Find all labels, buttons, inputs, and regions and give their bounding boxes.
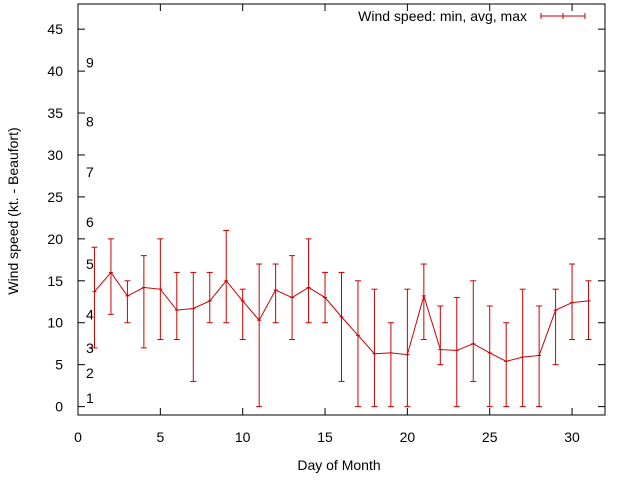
y-axis-label: Wind speed (kt. - Beaufort) <box>5 127 21 294</box>
y-tick-label: 10 <box>47 315 63 331</box>
y-tick-label: 0 <box>55 399 63 415</box>
beaufort-label: 1 <box>86 390 94 406</box>
x-tick-label: 5 <box>156 429 164 445</box>
x-tick-label: 30 <box>564 429 580 445</box>
x-tick-label: 15 <box>317 429 333 445</box>
beaufort-label: 8 <box>86 113 94 129</box>
legend-label: Wind speed: min, avg, max <box>358 8 527 24</box>
x-tick-label: 20 <box>400 429 416 445</box>
y-tick-label: 40 <box>47 63 63 79</box>
y-tick-label: 5 <box>55 357 63 373</box>
series-layer <box>91 229 592 408</box>
legend: Wind speed: min, avg, max <box>358 8 586 24</box>
x-tick-label: 25 <box>482 429 498 445</box>
beaufort-label: 6 <box>86 214 94 230</box>
beaufort-label: 4 <box>86 306 94 322</box>
y-tick-label: 45 <box>47 21 63 37</box>
x-tick-label: 10 <box>235 429 251 445</box>
y-tick-label: 35 <box>47 105 63 121</box>
beaufort-label: 7 <box>86 164 94 180</box>
y-tick-label: 30 <box>47 147 63 163</box>
beaufort-label: 5 <box>86 256 94 272</box>
y-tick-label: 25 <box>47 189 63 205</box>
beaufort-label: 2 <box>86 365 94 381</box>
legend-sample <box>540 13 586 19</box>
x-tick-label: 0 <box>74 429 82 445</box>
beaufort-label: 9 <box>86 55 94 71</box>
beaufort-label: 3 <box>86 340 94 356</box>
plot-frame <box>77 3 606 416</box>
beaufort-labels: 1 2 3 4 5 6 7 8 9 <box>86 55 94 407</box>
y-tick-label: 15 <box>47 273 63 289</box>
x-axis-label: Day of Month <box>297 457 380 473</box>
y-tick-label: 20 <box>47 231 63 247</box>
